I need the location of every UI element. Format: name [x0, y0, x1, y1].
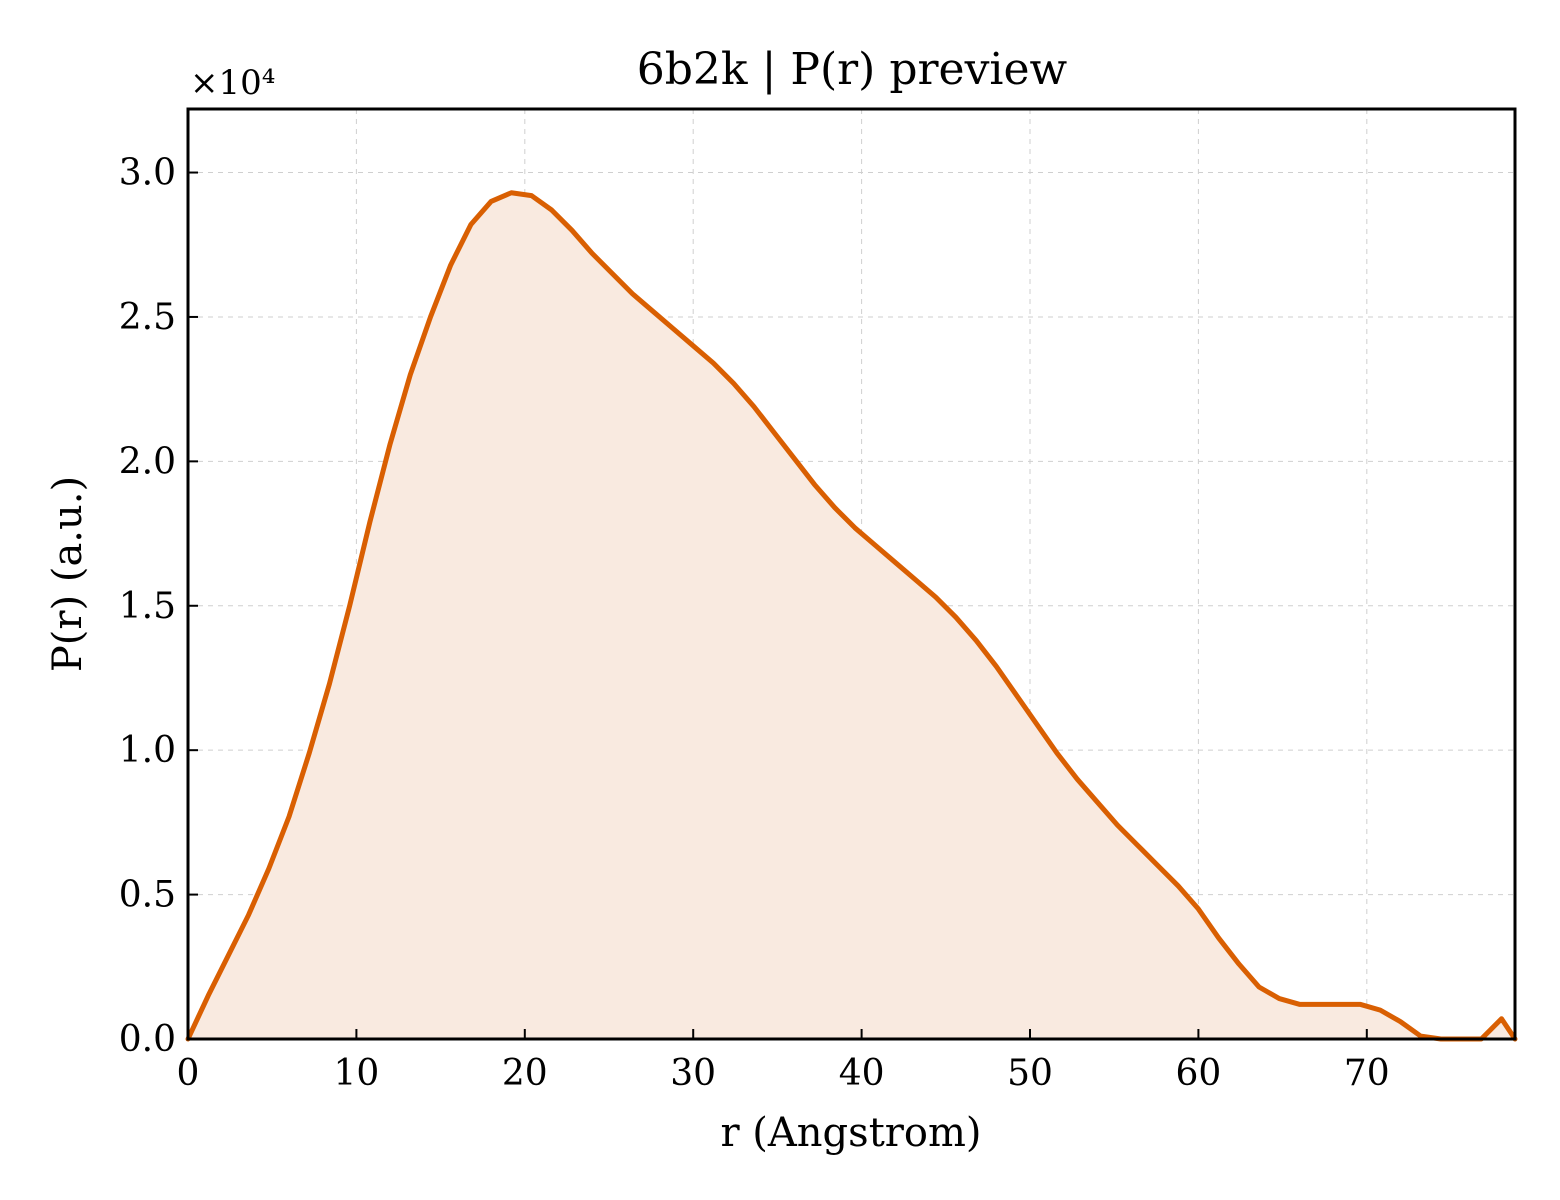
x-tick-label: 40: [839, 1053, 885, 1094]
series-line: [185, 190, 1518, 1042]
y-axis-label: P(r) (a.u.): [45, 476, 91, 672]
x-tick-label: 60: [1175, 1053, 1221, 1094]
y-tick-label: 2.0: [119, 441, 176, 482]
x-axis: 0 10 20 30 40 50 60 70: [177, 1029, 1390, 1094]
area-fill: [188, 192, 1515, 1039]
y-tick-label: 2.5: [119, 297, 176, 338]
x-tick-label: 20: [502, 1053, 548, 1094]
plot-frame: [186, 107, 1517, 1041]
x-tick-label: 70: [1344, 1053, 1390, 1094]
y-tick-label: 0.5: [119, 875, 176, 916]
x-tick-label: 10: [333, 1053, 379, 1094]
x-tick-label: 50: [1007, 1053, 1053, 1094]
y-tick-label: 1.0: [119, 730, 176, 771]
y-tick-label: 1.5: [119, 586, 176, 627]
y-tick-label: 0.0: [119, 1019, 176, 1060]
x-tick-label: 30: [670, 1053, 716, 1094]
x-axis-label: r (Angstrom): [720, 1110, 981, 1156]
chart-title: 6b2k | P(r) preview: [637, 44, 1068, 95]
x-tick-label: 0: [177, 1053, 200, 1094]
y-axis: 0.0 0.5 1.0 1.5 2.0 2.5 3.0: [119, 153, 198, 1060]
y-multiplier-label: ×10⁴: [190, 63, 275, 103]
y-tick-label: 3.0: [119, 153, 176, 194]
